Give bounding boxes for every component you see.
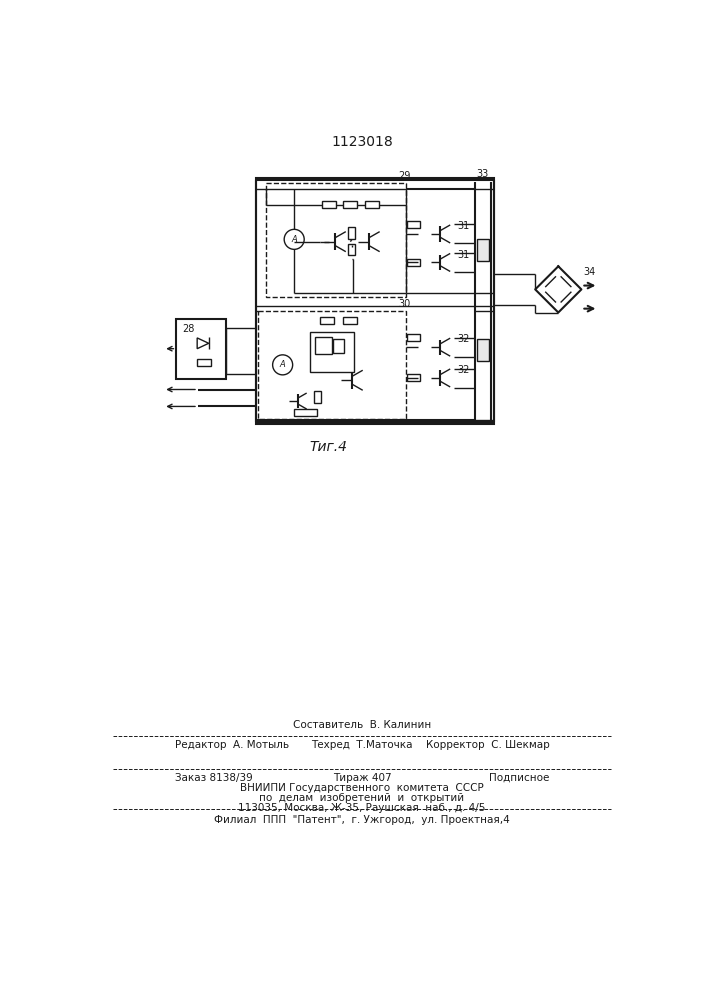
Text: Τиг.4: Τиг.4: [310, 440, 348, 454]
Text: Филиал  ППП  "Патент",  г. Ужгород,  ул. Проектная,4: Филиал ППП "Патент", г. Ужгород, ул. Про…: [214, 815, 510, 825]
Bar: [365, 201, 379, 208]
Text: 1123018: 1123018: [331, 135, 393, 149]
Text: Подписное: Подписное: [489, 773, 550, 783]
Bar: [344, 317, 357, 324]
Text: по  делам  изобретений  и  открытий: по делам изобретений и открытий: [259, 793, 464, 803]
Text: A: A: [291, 235, 297, 244]
Text: Составитель  В. Калинин: Составитель В. Калинин: [293, 720, 431, 730]
Text: 29: 29: [398, 171, 411, 181]
Text: Техред  Т.Маточка: Техред Т.Маточка: [311, 740, 413, 750]
Bar: [334, 339, 344, 353]
Text: ВНИИПИ Государственного  комитета  СССР: ВНИИПИ Государственного комитета СССР: [240, 783, 484, 793]
Text: 33: 33: [477, 169, 489, 179]
Text: 32: 32: [457, 365, 470, 375]
Text: 31: 31: [457, 250, 469, 260]
Text: Редактор  А. Мотыль: Редактор А. Мотыль: [175, 740, 289, 750]
Text: 31: 31: [457, 221, 469, 231]
Bar: [349, 244, 356, 255]
Bar: [407, 221, 421, 228]
Text: 28: 28: [182, 324, 195, 334]
Text: 113035, Москва, Ж-35, Раушская  наб., д. 4/5: 113035, Москва, Ж-35, Раушская наб., д. …: [238, 803, 486, 813]
Bar: [314, 391, 321, 403]
Text: 30: 30: [398, 299, 411, 309]
Text: 34: 34: [584, 267, 596, 277]
Bar: [344, 201, 357, 208]
Bar: [315, 337, 332, 354]
Bar: [176, 319, 226, 379]
Bar: [477, 339, 489, 361]
Bar: [407, 259, 421, 266]
Text: Заказ 8138/39: Заказ 8138/39: [175, 773, 252, 783]
Text: Корректор  С. Шекмар: Корректор С. Шекмар: [426, 740, 550, 750]
Text: A: A: [280, 360, 286, 369]
Bar: [197, 359, 211, 366]
Bar: [294, 409, 317, 416]
Bar: [407, 334, 421, 341]
Bar: [256, 178, 494, 424]
Bar: [266, 183, 406, 297]
Bar: [477, 239, 489, 261]
Bar: [322, 201, 336, 208]
Text: Тираж 407: Тираж 407: [332, 773, 391, 783]
Text: 32: 32: [457, 334, 470, 344]
Bar: [349, 227, 356, 239]
Bar: [320, 317, 334, 324]
Bar: [407, 374, 421, 381]
Bar: [310, 332, 354, 372]
Bar: [258, 311, 406, 419]
